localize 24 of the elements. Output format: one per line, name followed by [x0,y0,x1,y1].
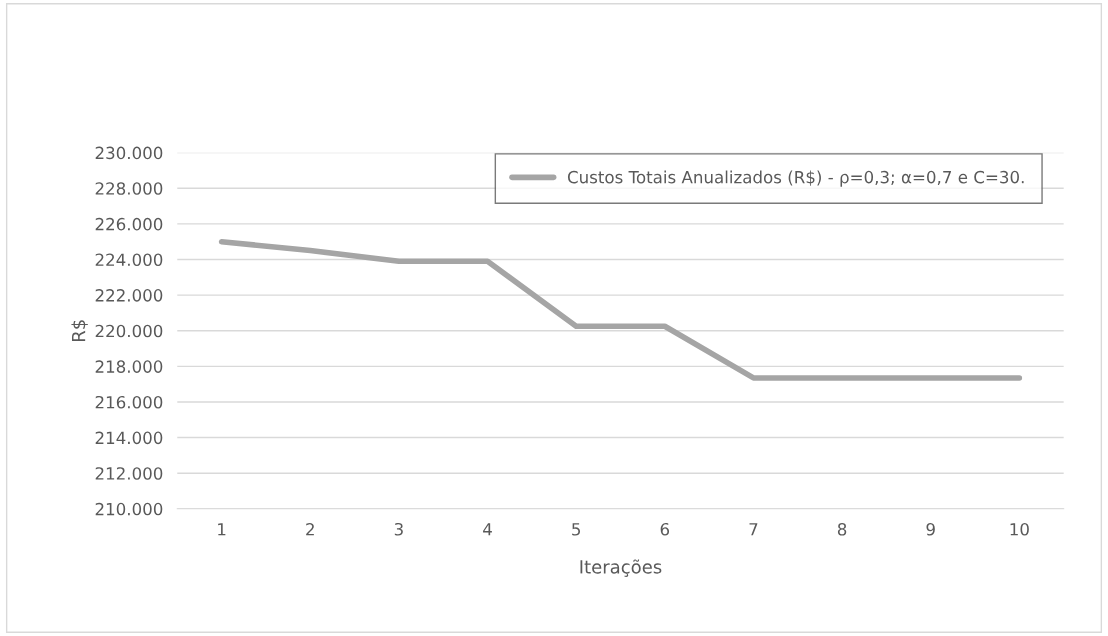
y-tick-label: 228.000 [95,182,163,195]
y-tick-label: 230.000 [95,146,163,160]
x-tick-label: 1 [218,523,226,536]
x-tick-label: 7 [749,523,758,536]
x-tick-label: 4 [483,523,492,536]
y-tick-label: 212.000 [95,467,163,480]
y-axis-title: R$ [71,320,88,341]
x-tick-label: 9 [926,522,935,536]
y-tick-label: 220.000 [95,324,163,338]
y-tick-label: 216.000 [95,395,163,409]
x-tick-label: 6 [660,522,670,536]
y-tick-label: 218.000 [95,360,163,373]
x-tick-label: 8 [837,522,847,536]
y-tick-label: 224.000 [95,253,163,267]
y-tick-label: 214.000 [95,431,163,445]
legend-label: Custos Totais Anualizados (R$) - ρ=0,3; α=0,7 e C=30. [567,170,1024,187]
x-tick-label: 5 [572,523,581,536]
x-tick-label: 3 [394,522,403,536]
y-tick-label: 226.000 [95,217,163,231]
y-tick-label: 210.000 [95,502,163,516]
y-tick-label: 222.000 [95,289,163,302]
x-tick-label: 10 [1010,522,1029,536]
x-tick-label: 2 [306,522,314,536]
x-axis-title: Iterações [580,559,662,577]
